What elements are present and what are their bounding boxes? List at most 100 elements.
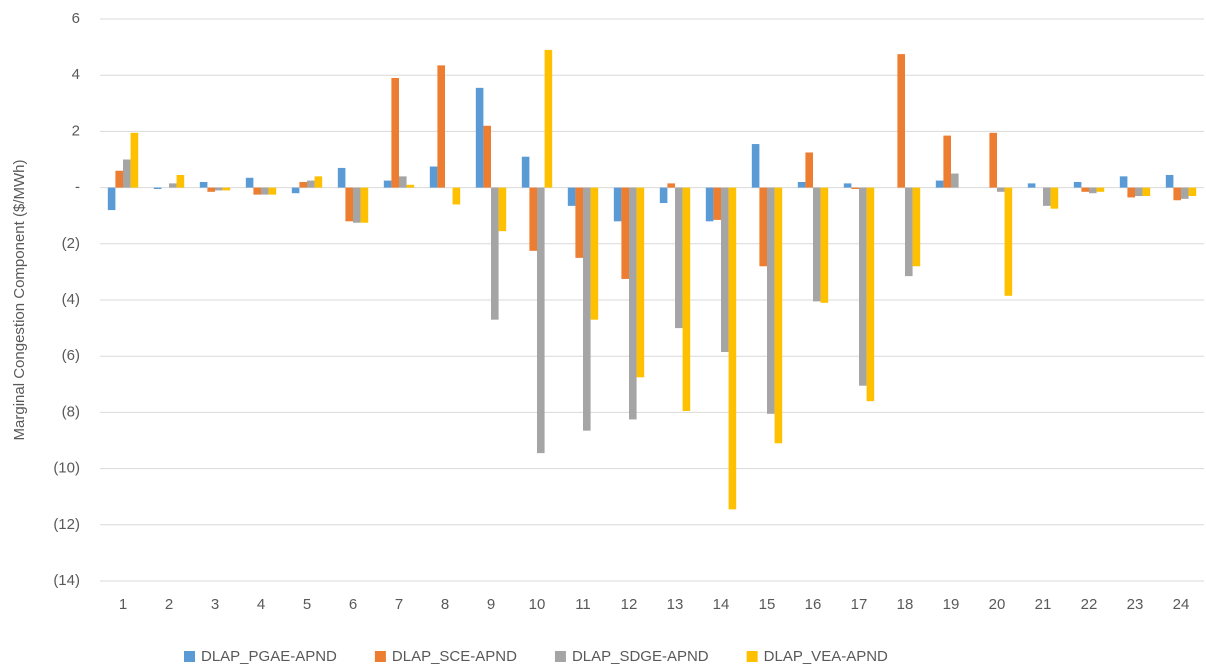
bar bbox=[797, 181, 806, 188]
y-tick-label: (2) bbox=[62, 235, 80, 252]
bar bbox=[199, 181, 208, 188]
bar bbox=[667, 183, 675, 188]
bar bbox=[1043, 187, 1051, 206]
bar bbox=[1096, 187, 1105, 192]
bar bbox=[675, 187, 683, 329]
bar bbox=[253, 187, 261, 195]
bar bbox=[1173, 187, 1181, 201]
legend-swatch bbox=[746, 651, 758, 662]
bar bbox=[905, 187, 913, 277]
bar bbox=[629, 187, 637, 420]
bar bbox=[261, 187, 269, 195]
bar bbox=[813, 187, 821, 302]
bar bbox=[774, 187, 783, 444]
bar bbox=[583, 187, 591, 431]
bar bbox=[1027, 183, 1036, 188]
legend-label: DLAP_SCE-APND bbox=[392, 648, 517, 665]
bar bbox=[429, 166, 438, 188]
bar bbox=[337, 167, 346, 188]
x-tick-label: 7 bbox=[395, 596, 403, 613]
bar bbox=[1142, 187, 1151, 197]
bar bbox=[943, 135, 951, 188]
bar bbox=[820, 187, 829, 303]
bar bbox=[383, 180, 392, 188]
bar bbox=[391, 78, 399, 188]
x-tick-label: 6 bbox=[349, 596, 357, 613]
bar bbox=[989, 132, 997, 188]
y-axis-label: Marginal Congestion Component ($/MWh) bbox=[11, 160, 28, 441]
legend-label: DLAP_PGAE-APND bbox=[201, 648, 337, 665]
y-tick-label: (14) bbox=[53, 572, 80, 589]
x-tick-label: 17 bbox=[851, 596, 868, 613]
y-tick-label: - bbox=[75, 179, 80, 196]
bar bbox=[1181, 187, 1189, 199]
bar bbox=[636, 187, 645, 378]
bar bbox=[307, 180, 315, 188]
bar bbox=[475, 87, 484, 188]
bar bbox=[491, 187, 499, 320]
bar bbox=[529, 187, 537, 251]
bar bbox=[728, 187, 737, 510]
legend-label: DLAP_SDGE-APND bbox=[572, 648, 709, 665]
x-tick-label: 10 bbox=[529, 596, 546, 613]
legend-swatch bbox=[184, 651, 195, 662]
bar bbox=[314, 176, 323, 188]
bar bbox=[951, 173, 959, 188]
bar bbox=[1135, 187, 1143, 197]
x-tick-label: 5 bbox=[303, 596, 311, 613]
bar bbox=[805, 152, 813, 188]
x-tick-label: 23 bbox=[1127, 596, 1144, 613]
bar bbox=[1073, 181, 1082, 188]
x-tick-label: 15 bbox=[759, 596, 776, 613]
x-tick-label: 14 bbox=[713, 596, 730, 613]
bar bbox=[291, 187, 300, 194]
y-tick-label: 6 bbox=[72, 10, 80, 27]
x-tick-label: 21 bbox=[1035, 596, 1052, 613]
bar bbox=[897, 54, 905, 188]
bar bbox=[751, 144, 760, 188]
bar bbox=[360, 187, 369, 223]
bar bbox=[1081, 187, 1089, 192]
x-tick-label: 18 bbox=[897, 596, 914, 613]
bar bbox=[567, 187, 576, 206]
bar bbox=[621, 187, 629, 279]
bar bbox=[521, 156, 530, 188]
x-tick-label: 20 bbox=[989, 596, 1006, 613]
bar bbox=[1188, 187, 1197, 197]
bar bbox=[866, 187, 875, 402]
legend-swatch bbox=[554, 651, 566, 662]
x-tick-label: 3 bbox=[211, 596, 219, 613]
bar bbox=[399, 176, 407, 188]
bar bbox=[851, 187, 859, 190]
bar bbox=[912, 187, 921, 267]
x-tick-label: 19 bbox=[943, 596, 960, 613]
x-tick-label: 24 bbox=[1173, 596, 1190, 613]
bar bbox=[437, 65, 445, 188]
bar bbox=[859, 187, 867, 386]
bar bbox=[353, 187, 361, 223]
bar bbox=[682, 187, 691, 411]
y-tick-label: (8) bbox=[62, 403, 80, 420]
bar bbox=[483, 125, 491, 188]
bar bbox=[575, 187, 583, 258]
y-tick-label: 2 bbox=[72, 122, 80, 139]
x-tick-label: 22 bbox=[1081, 596, 1098, 613]
bar bbox=[1119, 176, 1128, 188]
bar bbox=[713, 187, 721, 220]
x-tick-label: 16 bbox=[805, 596, 822, 613]
bar bbox=[1127, 187, 1135, 198]
bar bbox=[759, 187, 767, 267]
bar bbox=[123, 159, 131, 188]
legend-label: DLAP_VEA-APND bbox=[764, 648, 888, 665]
bar bbox=[1089, 187, 1097, 194]
x-tick-label: 2 bbox=[165, 596, 173, 613]
bar bbox=[406, 184, 415, 188]
bar bbox=[843, 183, 852, 188]
bar bbox=[997, 187, 1005, 192]
bar bbox=[721, 187, 729, 352]
x-tick-label: 8 bbox=[441, 596, 449, 613]
x-tick-label: 12 bbox=[621, 596, 638, 613]
bar bbox=[544, 49, 553, 188]
x-tick-label: 13 bbox=[667, 596, 684, 613]
